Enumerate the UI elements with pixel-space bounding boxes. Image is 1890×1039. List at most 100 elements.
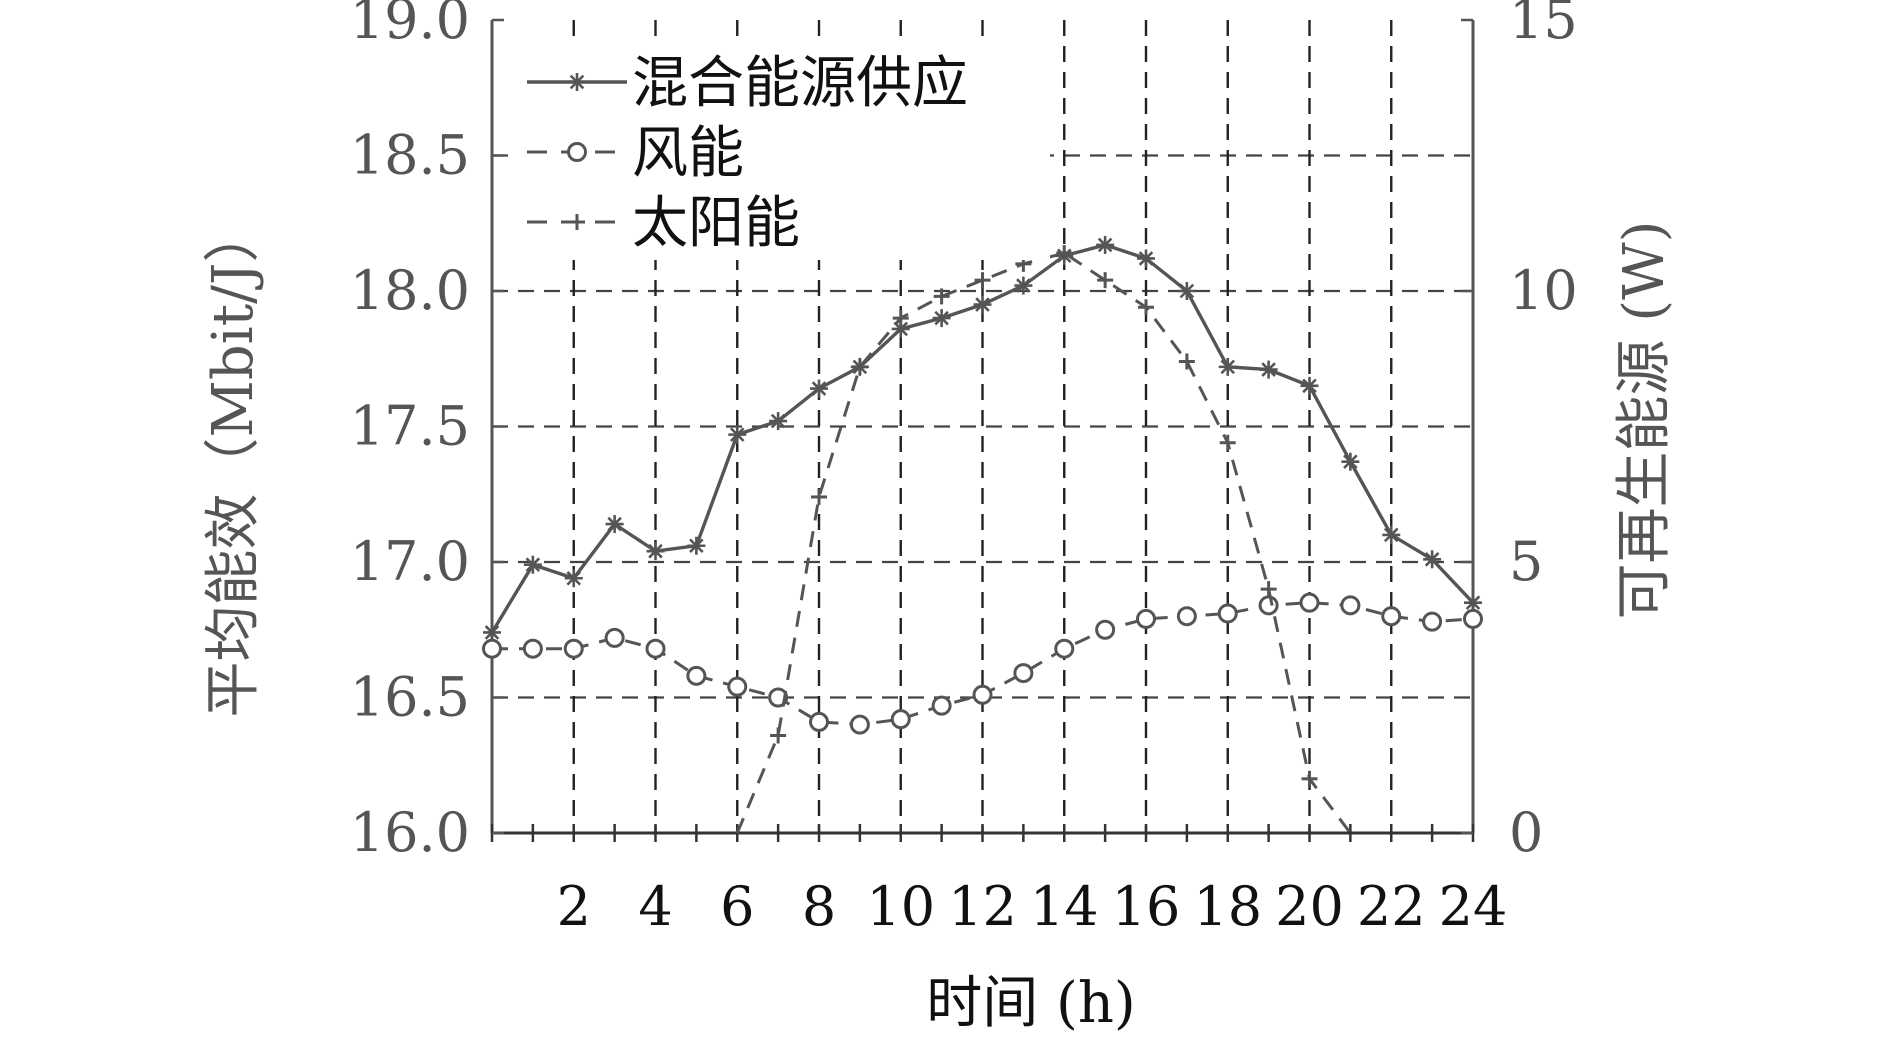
- data-point: [1218, 357, 1237, 376]
- y-right-tick-label: 5: [1509, 530, 1543, 593]
- y-left-tick-label: 17.5: [350, 395, 470, 458]
- data-point: [768, 687, 789, 708]
- marker-stroke: [569, 74, 585, 90]
- data-point: [1258, 595, 1279, 616]
- data-point: [1341, 452, 1360, 471]
- data-point: [727, 676, 748, 697]
- y-axis-label-right: 可再生能源 (W): [1612, 220, 1677, 619]
- data-point: [1260, 581, 1277, 598]
- marker-stroke: [1302, 378, 1317, 394]
- data-point: [1301, 770, 1318, 787]
- data-point: [1422, 611, 1443, 632]
- marker-stroke: [1097, 237, 1113, 253]
- x-tick-label: 10: [866, 875, 935, 938]
- data-point: [932, 309, 951, 328]
- data-point: [849, 714, 870, 735]
- marker-stroke: [1179, 283, 1195, 299]
- data-point: [569, 214, 585, 230]
- data-point: [1464, 593, 1482, 612]
- series-line: [735, 251, 1352, 834]
- series-2: [482, 592, 1483, 735]
- axis-layer: [490, 18, 1475, 842]
- data-point: [604, 627, 625, 648]
- y-left-tick-label: 18.5: [350, 124, 470, 187]
- data-point: [1381, 606, 1402, 627]
- data-point: [973, 295, 992, 314]
- data-point: [1423, 550, 1442, 569]
- data-point: [811, 488, 827, 505]
- marker-stroke: [566, 570, 582, 586]
- data-point: [810, 379, 828, 398]
- data-point: [1097, 272, 1114, 289]
- series-3: [735, 245, 1352, 834]
- data-point: [974, 272, 991, 289]
- marker-stroke: [770, 413, 786, 429]
- x-tick-label: 8: [802, 875, 836, 938]
- marker-stroke: [1383, 527, 1399, 543]
- data-point: [482, 638, 502, 659]
- y-right-tick-label: 10: [1509, 259, 1578, 322]
- marker-stroke: [1465, 595, 1481, 610]
- y-left-tick-label: 18.0: [350, 259, 470, 322]
- data-point: [1300, 376, 1319, 395]
- data-point: [1259, 360, 1278, 379]
- data-point: [1177, 282, 1196, 300]
- y-left-tick-label: 16.0: [350, 801, 470, 864]
- x-tick-label: 6: [720, 875, 754, 938]
- data-point: [686, 665, 707, 686]
- data-point: [1340, 595, 1361, 616]
- x-axis-label: 时间 (h): [926, 971, 1136, 1036]
- marker-stroke: [648, 543, 663, 559]
- data-point: [687, 536, 706, 555]
- data-point: [1217, 603, 1238, 624]
- marker-stroke: [975, 297, 990, 312]
- data-point: [1178, 353, 1195, 370]
- x-tick-label: 4: [638, 875, 672, 938]
- data-point: [1014, 276, 1033, 295]
- marker-stroke: [484, 625, 500, 640]
- y-left-tick-label: 17.0: [350, 530, 470, 593]
- marker-stroke: [607, 516, 622, 532]
- data-point: [1138, 299, 1154, 316]
- data-point: [522, 638, 543, 659]
- y-left-tick-label: 16.5: [350, 666, 470, 729]
- x-tick-label: 16: [1112, 875, 1181, 938]
- legend-label: 混合能源供应: [632, 51, 968, 116]
- data-point: [1219, 434, 1236, 451]
- marker-stroke: [1220, 359, 1236, 375]
- data-point: [1463, 608, 1483, 629]
- data-point: [563, 638, 584, 659]
- x-tick-label: 22: [1357, 875, 1426, 938]
- marker-stroke: [811, 381, 827, 396]
- data-point: [931, 695, 952, 716]
- x-tick-label: 24: [1439, 875, 1508, 938]
- data-point: [568, 73, 586, 91]
- marker-stroke: [1343, 454, 1358, 470]
- marker-stroke: [1138, 251, 1154, 266]
- series-1: [483, 235, 1482, 642]
- data-point: [1137, 249, 1155, 268]
- data-point: [645, 638, 666, 659]
- data-point: [1054, 638, 1075, 659]
- data-point: [1095, 619, 1116, 640]
- data-point: [1299, 592, 1320, 613]
- data-point: [933, 288, 950, 305]
- y-right-tick-label: 0: [1509, 801, 1543, 864]
- y-axis-label-left: 平均能效（Mbit/J）: [201, 207, 266, 718]
- marker-stroke: [525, 557, 541, 572]
- marker-stroke: [893, 321, 909, 337]
- data-point: [523, 555, 542, 574]
- data-point: [483, 623, 501, 642]
- series-layer: [482, 235, 1483, 834]
- data-point: [890, 709, 911, 730]
- legend-label: 太阳能: [632, 191, 800, 256]
- data-point: [646, 542, 665, 561]
- marker-stroke: [934, 310, 949, 326]
- data-point: [1013, 663, 1034, 684]
- marker-stroke: [1424, 552, 1440, 567]
- data-point: [1136, 608, 1156, 629]
- marker-stroke: [1261, 362, 1276, 377]
